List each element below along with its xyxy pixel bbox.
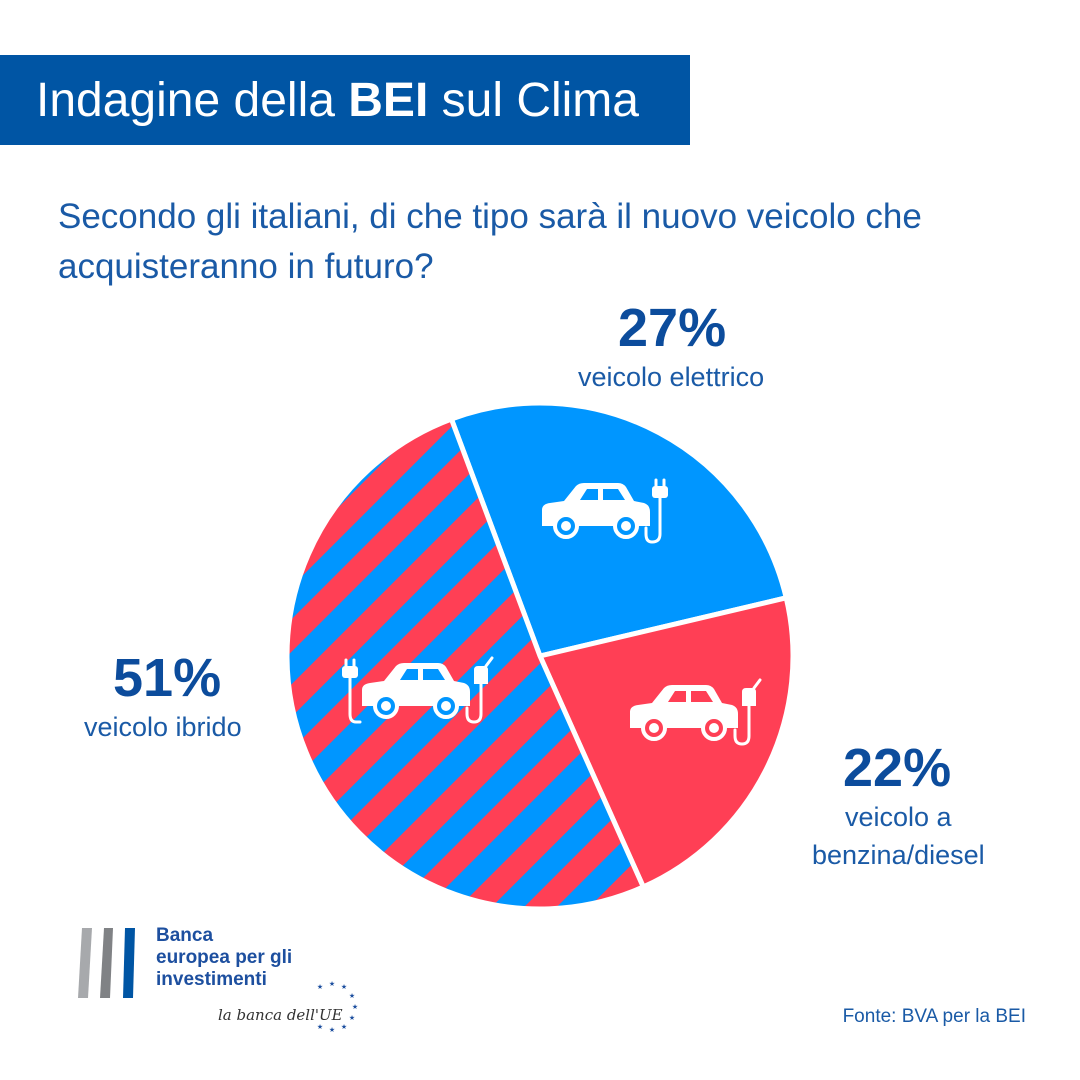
svg-text:★: ★ — [352, 1003, 358, 1011]
survey-question: Secondo gli italiani, di che tipo sarà i… — [58, 197, 922, 286]
gas-car-icon — [630, 678, 762, 746]
ibrido-category-label: veicolo ibrido — [84, 712, 242, 742]
logo-tagline: la banca dell'UE — [218, 1006, 343, 1024]
eib-logo-icon — [78, 928, 135, 998]
title-banner: Indagine della BEI sul Clima — [0, 55, 690, 145]
benzina-percent-label: 22% — [843, 738, 952, 798]
page-title: Indagine della BEI sul Clima — [36, 74, 639, 127]
svg-text:★: ★ — [329, 980, 335, 988]
eib-logo-text: Banca europea per gli investimenti — [156, 925, 292, 991]
logo-line-1: Banca — [156, 925, 214, 946]
source-note: Fonte: BVA per la BEI — [842, 1006, 1026, 1027]
logo-line-3: investimenti — [156, 969, 267, 990]
slice-ibrido — [284, 416, 646, 912]
svg-text:★: ★ — [349, 992, 355, 1000]
svg-text:★: ★ — [349, 1014, 355, 1022]
electric-car-icon — [542, 478, 668, 544]
hybrid-car-icon — [342, 656, 494, 724]
slice-benzina-diesel — [537, 595, 796, 890]
benzina-category-label-1: veicolo a — [845, 802, 952, 832]
logo-line-2: europea per gli — [156, 947, 293, 968]
elettrico-category-label: veicolo elettrico — [578, 362, 765, 392]
ibrido-percent-label: 51% — [113, 648, 222, 708]
elettrico-percent-label: 27% — [618, 298, 727, 358]
svg-text:★: ★ — [329, 1026, 335, 1034]
svg-text:★: ★ — [341, 983, 347, 991]
svg-text:★: ★ — [317, 1023, 323, 1031]
benzina-category-label-2: benzina/diesel — [812, 840, 985, 870]
svg-text:★: ★ — [341, 1023, 347, 1031]
eu-stars-icon: ★ ★★★ ★★★★ ★ — [317, 980, 358, 1034]
svg-text:★: ★ — [317, 983, 323, 991]
